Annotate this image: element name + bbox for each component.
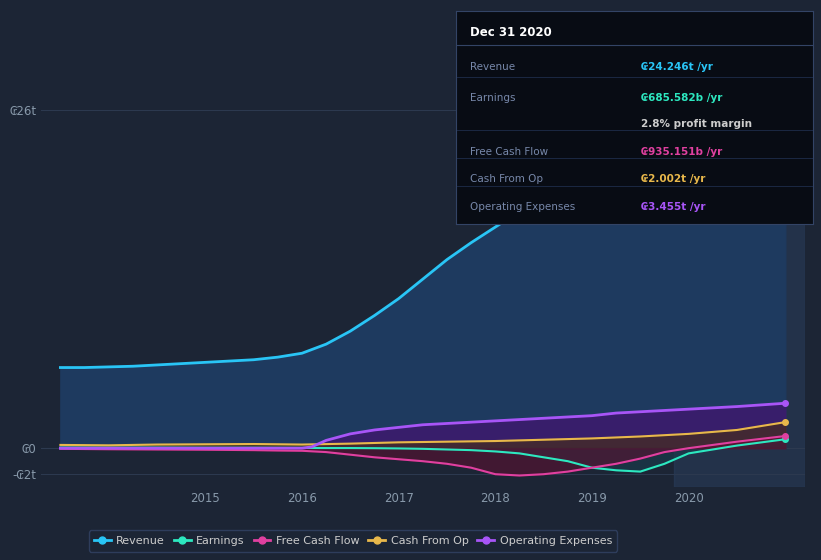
Bar <box>674 84 805 487</box>
Text: Earnings: Earnings <box>470 94 516 104</box>
Text: Revenue: Revenue <box>470 62 515 72</box>
Text: ₢24.246t /yr: ₢24.246t /yr <box>641 62 713 72</box>
Text: ₢935.151b /yr: ₢935.151b /yr <box>641 147 722 157</box>
Text: Operating Expenses: Operating Expenses <box>470 202 576 212</box>
Text: ₢685.582b /yr: ₢685.582b /yr <box>641 94 722 104</box>
Text: Cash From Op: Cash From Op <box>470 174 543 184</box>
Text: 2.8% profit margin: 2.8% profit margin <box>641 119 752 129</box>
Legend: Revenue, Earnings, Free Cash Flow, Cash From Op, Operating Expenses: Revenue, Earnings, Free Cash Flow, Cash … <box>89 530 617 552</box>
Text: Dec 31 2020: Dec 31 2020 <box>470 26 552 39</box>
Text: Free Cash Flow: Free Cash Flow <box>470 147 548 157</box>
Text: ₢3.455t /yr: ₢3.455t /yr <box>641 202 706 212</box>
Text: ₢2.002t /yr: ₢2.002t /yr <box>641 174 706 184</box>
